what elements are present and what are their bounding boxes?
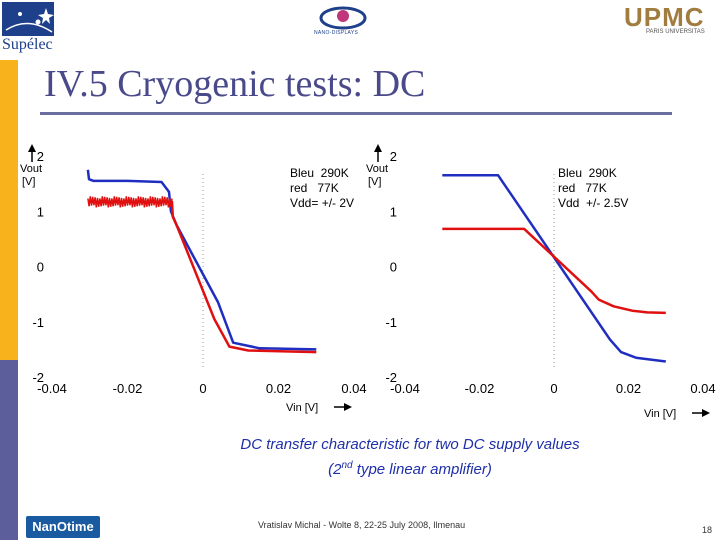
x-axis-label: Vin [V]: [286, 402, 318, 414]
nano-displays-logo: [319, 6, 367, 30]
x-tick-label: -0.04: [37, 381, 67, 396]
x-tick-label: 0.04: [341, 381, 366, 396]
x-tick-label: -0.02: [113, 381, 143, 396]
x-tick-label: -0.02: [465, 381, 495, 396]
supelec-logo-text: Supélec: [2, 36, 53, 53]
y-tick-label: 0: [390, 260, 397, 275]
y-axis-arrowhead-icon: [28, 144, 36, 152]
y-axis-unit: [V]: [368, 176, 381, 188]
x-axis-label: Vin [V]: [644, 408, 676, 420]
sidebar-accent-top: [0, 60, 18, 360]
x-tick-label: 0.04: [690, 381, 715, 396]
title-underline: [40, 112, 672, 115]
x-tick-label: 0.02: [266, 381, 291, 396]
x-axis-arrowhead-icon: [344, 403, 352, 411]
x-tick-label: 0: [550, 381, 557, 396]
x-axis-arrowhead-icon: [702, 409, 710, 417]
y-tick-label: -2: [385, 370, 397, 385]
slide-title: IV.5 Cryogenic tests: DC: [44, 63, 426, 105]
star-icon: [5, 8, 54, 33]
series-line-290k: [86, 169, 317, 351]
series-line-77k: [87, 200, 317, 354]
series-line-77k: [442, 227, 666, 315]
y-tick-label: 1: [390, 204, 397, 219]
sidebar-accent-bottom: [0, 360, 18, 540]
x-tick-label: 0: [199, 381, 206, 396]
series-noise-77k: [87, 196, 173, 208]
legend-entry: Bleu 290K: [290, 166, 349, 180]
y-axis-unit: [V]: [22, 176, 35, 188]
caption-line-2-pre: (2: [328, 461, 342, 478]
y-tick-label: 2: [37, 149, 44, 164]
upmc-logo-subtitle: PARIS UNIVERSITAS: [646, 29, 705, 35]
x-tick-label: 0.02: [616, 381, 641, 396]
y-tick-label: 1: [37, 204, 44, 219]
caption-line-2: (2nd type linear amplifier): [150, 455, 670, 480]
legend-entry: Bleu 290K: [558, 166, 617, 180]
x-tick-label: -0.04: [390, 381, 420, 396]
y-tick-label: -2: [32, 370, 44, 385]
chart-vdd-2v: 2 1 0 -1 -2-0.04 -0.02 0 0.02 0.04 Vout[V] Vin [V]…: [20, 144, 367, 414]
nanotime-logo: NanOtime: [26, 516, 100, 538]
y-tick-label: 0: [37, 260, 44, 275]
figure-caption: DC transfer characteristic for two DC su…: [150, 434, 670, 480]
caption-line-1: DC transfer characteristic for two DC su…: [240, 436, 580, 453]
y-tick-label: 2: [390, 149, 397, 164]
y-axis-arrowhead-icon: [374, 144, 382, 152]
series-line-290k: [442, 174, 666, 363]
chart-vdd-2-5v: 2 1 0 -1 -2-0.04 -0.02 0 0.02 0.04 Vout[V] Vin [V]…: [366, 144, 716, 420]
page-number: 18: [702, 525, 713, 535]
legend-entry: red 77K: [558, 181, 607, 195]
nano-displays-logo-text: NANO-DISPLAYS: [314, 30, 359, 36]
footer-text: Vratislav Michal - Wolte 8, 22-25 July 2…: [258, 520, 466, 530]
legend-entry: Vdd= +/- 2V: [290, 196, 354, 210]
legend-entry: Vdd +/- 2.5V: [558, 196, 628, 210]
caption-superscript: nd: [341, 460, 353, 471]
y-axis-label: Vout: [20, 163, 42, 175]
supelec-logo-mark: [2, 2, 54, 36]
y-tick-label: -1: [385, 315, 397, 330]
y-tick-label: -1: [32, 315, 44, 330]
upmc-logo: UPMC: [624, 2, 705, 32]
y-axis-label: Vout: [366, 163, 388, 175]
caption-line-2-post: type linear amplifier): [352, 461, 492, 478]
legend-entry: red 77K: [290, 181, 339, 195]
